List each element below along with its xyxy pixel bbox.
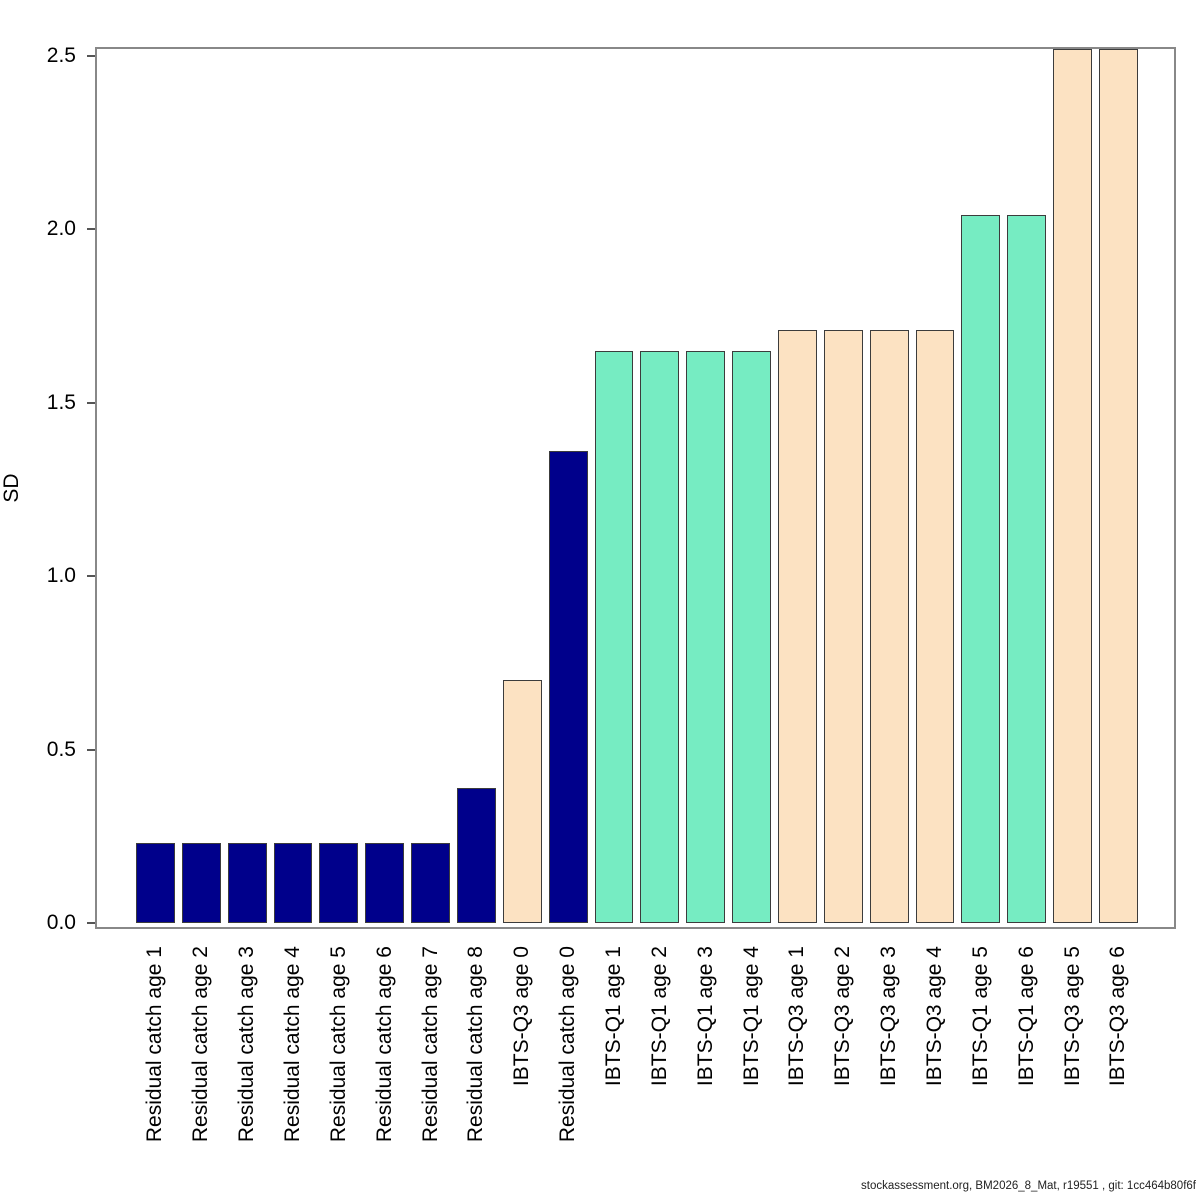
- bar: [1099, 49, 1138, 923]
- bar: [548, 451, 588, 923]
- plot-area: [95, 47, 1176, 929]
- bar: [1053, 49, 1092, 923]
- bar: [502, 680, 542, 923]
- x-axis-tick-label: Residual catch age 4: [280, 946, 304, 1143]
- bar: [823, 329, 863, 923]
- bar: [273, 843, 313, 923]
- x-axis-tick-label: IBTS-Q3 age 0: [510, 946, 534, 1087]
- bar: [686, 350, 726, 923]
- x-axis-tick-label: IBTS-Q1 age 6: [1014, 946, 1038, 1087]
- bar: [411, 843, 450, 923]
- y-axis-tick-label: 0.0: [46, 911, 76, 934]
- bar: [136, 843, 175, 923]
- y-axis-title: SD: [0, 473, 23, 503]
- y-axis-tick: [87, 54, 95, 57]
- y-axis-tick-label: 1.5: [46, 390, 76, 414]
- bar: [640, 350, 680, 923]
- footer-attribution: stockassessment.org, BM2026_8_Mat, r1955…: [861, 1180, 1196, 1192]
- bar: [778, 329, 817, 923]
- bar: [365, 843, 405, 923]
- x-axis-tick-label: Residual catch age 3: [235, 946, 259, 1143]
- x-axis-tick-label: IBTS-Q1 age 3: [693, 946, 717, 1087]
- y-axis-tick: [87, 575, 95, 578]
- y-axis-tick-label: 0.5: [46, 737, 76, 761]
- bar: [457, 787, 496, 923]
- y-axis-tick: [87, 401, 95, 404]
- bar: [319, 843, 359, 923]
- bar: [961, 215, 1001, 923]
- x-axis-tick-label: Residual catch age 6: [372, 946, 396, 1143]
- y-axis-tick-label: 1.0: [46, 564, 76, 588]
- x-axis-tick-label: IBTS-Q3 age 1: [785, 946, 809, 1087]
- y-axis-tick-label: 2.0: [46, 217, 76, 241]
- bar: [732, 350, 771, 923]
- x-axis-tick-label: IBTS-Q3 age 3: [877, 946, 901, 1087]
- x-axis-tick-label: IBTS-Q1 age 5: [968, 946, 992, 1087]
- x-axis-tick-label: Residual catch age 5: [326, 946, 350, 1143]
- bar: [915, 329, 955, 923]
- x-axis-tick-label: IBTS-Q1 age 4: [739, 946, 763, 1087]
- x-axis-tick-label: Residual catch age 0: [556, 946, 580, 1143]
- bar: [1007, 215, 1047, 923]
- y-axis-tick: [87, 922, 95, 924]
- x-axis-tick-label: Residual catch age 2: [189, 946, 213, 1143]
- y-axis-tick-label: 2.5: [46, 43, 76, 67]
- bar: [594, 350, 634, 923]
- x-axis-tick-label: Residual catch age 7: [418, 946, 442, 1143]
- x-axis-tick-label: IBTS-Q3 age 2: [831, 946, 855, 1087]
- y-axis-tick: [87, 228, 95, 231]
- x-axis-tick-label: IBTS-Q3 age 5: [1060, 946, 1084, 1087]
- x-axis-tick-label: IBTS-Q1 age 1: [602, 946, 625, 1087]
- x-axis-tick-label: Residual catch age 8: [464, 946, 488, 1143]
- bar: [227, 843, 267, 923]
- x-axis-tick-label: Residual catch age 1: [143, 946, 167, 1143]
- bar: [869, 329, 909, 923]
- bar: [181, 843, 221, 923]
- x-axis-tick-label: IBTS-Q1 age 2: [647, 946, 671, 1087]
- y-axis-tick: [87, 748, 95, 751]
- x-axis-tick-label: IBTS-Q3 age 4: [923, 946, 947, 1087]
- x-axis-tick-label: IBTS-Q3 age 6: [1106, 946, 1130, 1087]
